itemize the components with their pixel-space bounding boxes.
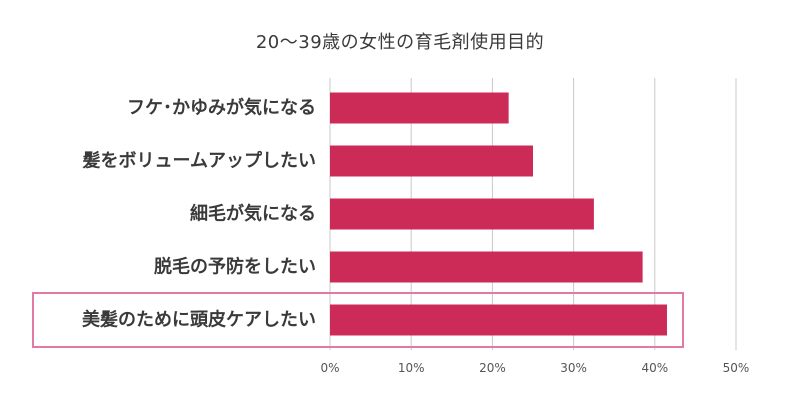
- bar: [330, 145, 533, 177]
- bar: [330, 304, 667, 336]
- x-tick-label: 0%: [320, 361, 339, 375]
- highlight-box: [32, 292, 684, 348]
- category-label: 細毛が気になる: [190, 203, 316, 225]
- category-label: 脱毛の予防をしたい: [154, 256, 316, 278]
- x-tick-label: 50%: [723, 361, 750, 375]
- bar: [330, 251, 643, 283]
- bar: [330, 198, 594, 230]
- category-label: フケ･かゆみが気になる: [127, 97, 316, 119]
- bar: [330, 92, 509, 124]
- category-label: 髪をボリュームアップしたい: [82, 150, 316, 172]
- x-tick-label: 20%: [479, 361, 506, 375]
- category-label: 美髪のために頭皮ケアしたい: [82, 309, 316, 331]
- chart-title: 20～39歳の女性の育毛剤使用目的: [255, 32, 545, 53]
- x-tick-label: 40%: [641, 361, 668, 375]
- x-tick-label: 30%: [560, 361, 587, 375]
- x-tick-label: 10%: [398, 361, 425, 375]
